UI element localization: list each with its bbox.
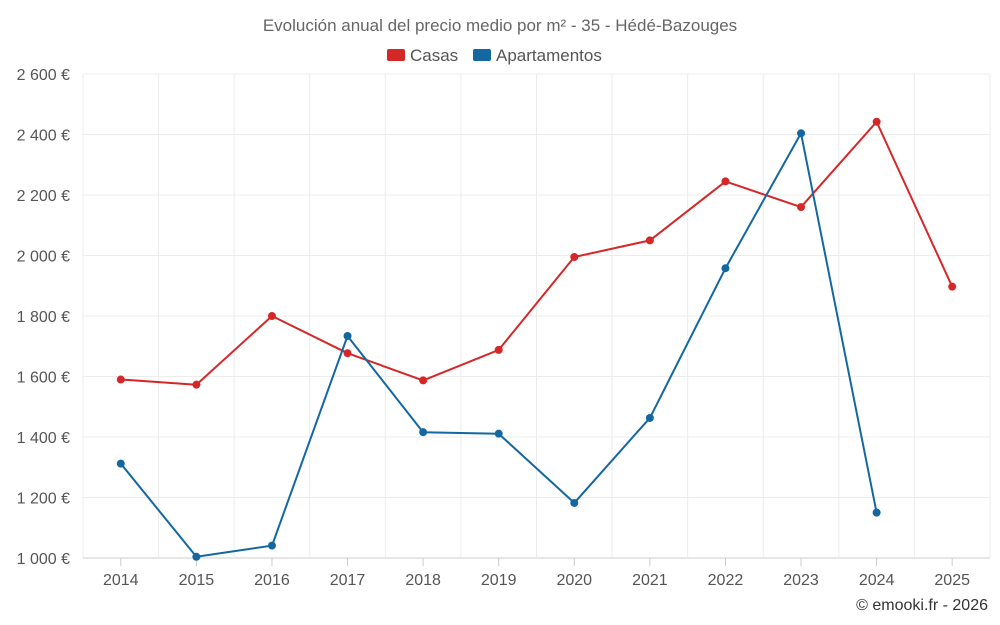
x-tick-label: 2021	[632, 572, 668, 589]
data-point[interactable]	[494, 429, 503, 438]
y-tick-label: 1 800 €	[17, 309, 70, 326]
legend-item-casas[interactable]: Casas	[387, 46, 458, 65]
y-tick-label: 1 600 €	[17, 370, 70, 387]
data-point[interactable]	[721, 177, 730, 186]
data-point[interactable]	[797, 129, 806, 138]
data-point[interactable]	[570, 498, 579, 507]
data-point[interactable]	[872, 117, 881, 126]
y-tick-label: 1 400 €	[17, 430, 70, 447]
x-tick-label: 2015	[179, 572, 215, 589]
data-point[interactable]	[872, 508, 881, 517]
x-tick-label: 2024	[859, 572, 895, 589]
x-tick-label: 2018	[405, 572, 441, 589]
data-point[interactable]	[645, 236, 654, 245]
data-point[interactable]	[419, 428, 428, 437]
x-tick-label: 2017	[330, 572, 366, 589]
y-tick-label: 2 000 €	[17, 249, 70, 266]
y-tick-label: 1 000 €	[17, 551, 70, 568]
x-tick-label: 2023	[783, 572, 819, 589]
chart-title: Evolución anual del precio medio por m² …	[263, 16, 737, 35]
data-point[interactable]	[721, 264, 730, 273]
x-tick-label: 2019	[481, 572, 517, 589]
series-apartamentos	[116, 129, 881, 561]
x-tick-label: 2022	[708, 572, 744, 589]
legend-item-apartamentos[interactable]: Apartamentos	[473, 46, 602, 65]
data-point[interactable]	[267, 541, 276, 550]
y-tick-label: 2 200 €	[17, 188, 70, 205]
y-tick-label: 2 600 €	[17, 67, 70, 84]
x-tick-label: 2016	[254, 572, 290, 589]
x-axis: 2014 2015 2016 2017 2018 2019 2020 2021 2022 2023…	[103, 558, 970, 589]
legend-swatch	[387, 49, 405, 61]
data-point[interactable]	[116, 459, 125, 468]
data-point[interactable]	[494, 345, 503, 354]
legend: Casas Apartamentos	[387, 46, 602, 65]
grid	[82, 73, 991, 559]
legend-label: Casas	[410, 46, 458, 65]
data-point[interactable]	[116, 375, 125, 384]
y-tick-label: 1 200 €	[17, 491, 70, 508]
y-axis: 1 000 € 1 200 € 1 400 € 1 600 € 1 800 € 2 000…	[17, 67, 70, 568]
series-group	[116, 117, 957, 561]
x-tick-label: 2025	[934, 572, 970, 589]
data-point[interactable]	[343, 349, 352, 358]
data-point[interactable]	[645, 413, 654, 422]
data-point[interactable]	[343, 331, 352, 340]
data-point[interactable]	[419, 376, 428, 385]
x-tick-label: 2014	[103, 572, 139, 589]
legend-swatch	[473, 49, 491, 61]
data-point[interactable]	[192, 552, 201, 561]
data-point[interactable]	[192, 380, 201, 389]
data-point[interactable]	[797, 203, 806, 212]
data-point[interactable]	[267, 312, 276, 320]
credit-text: © emooki.fr - 2026	[856, 597, 988, 614]
data-point[interactable]	[570, 253, 579, 262]
x-tick-label: 2020	[556, 572, 592, 589]
y-tick-label: 2 400 €	[17, 128, 70, 145]
legend-label: Apartamentos	[496, 46, 602, 65]
data-point[interactable]	[948, 282, 957, 291]
